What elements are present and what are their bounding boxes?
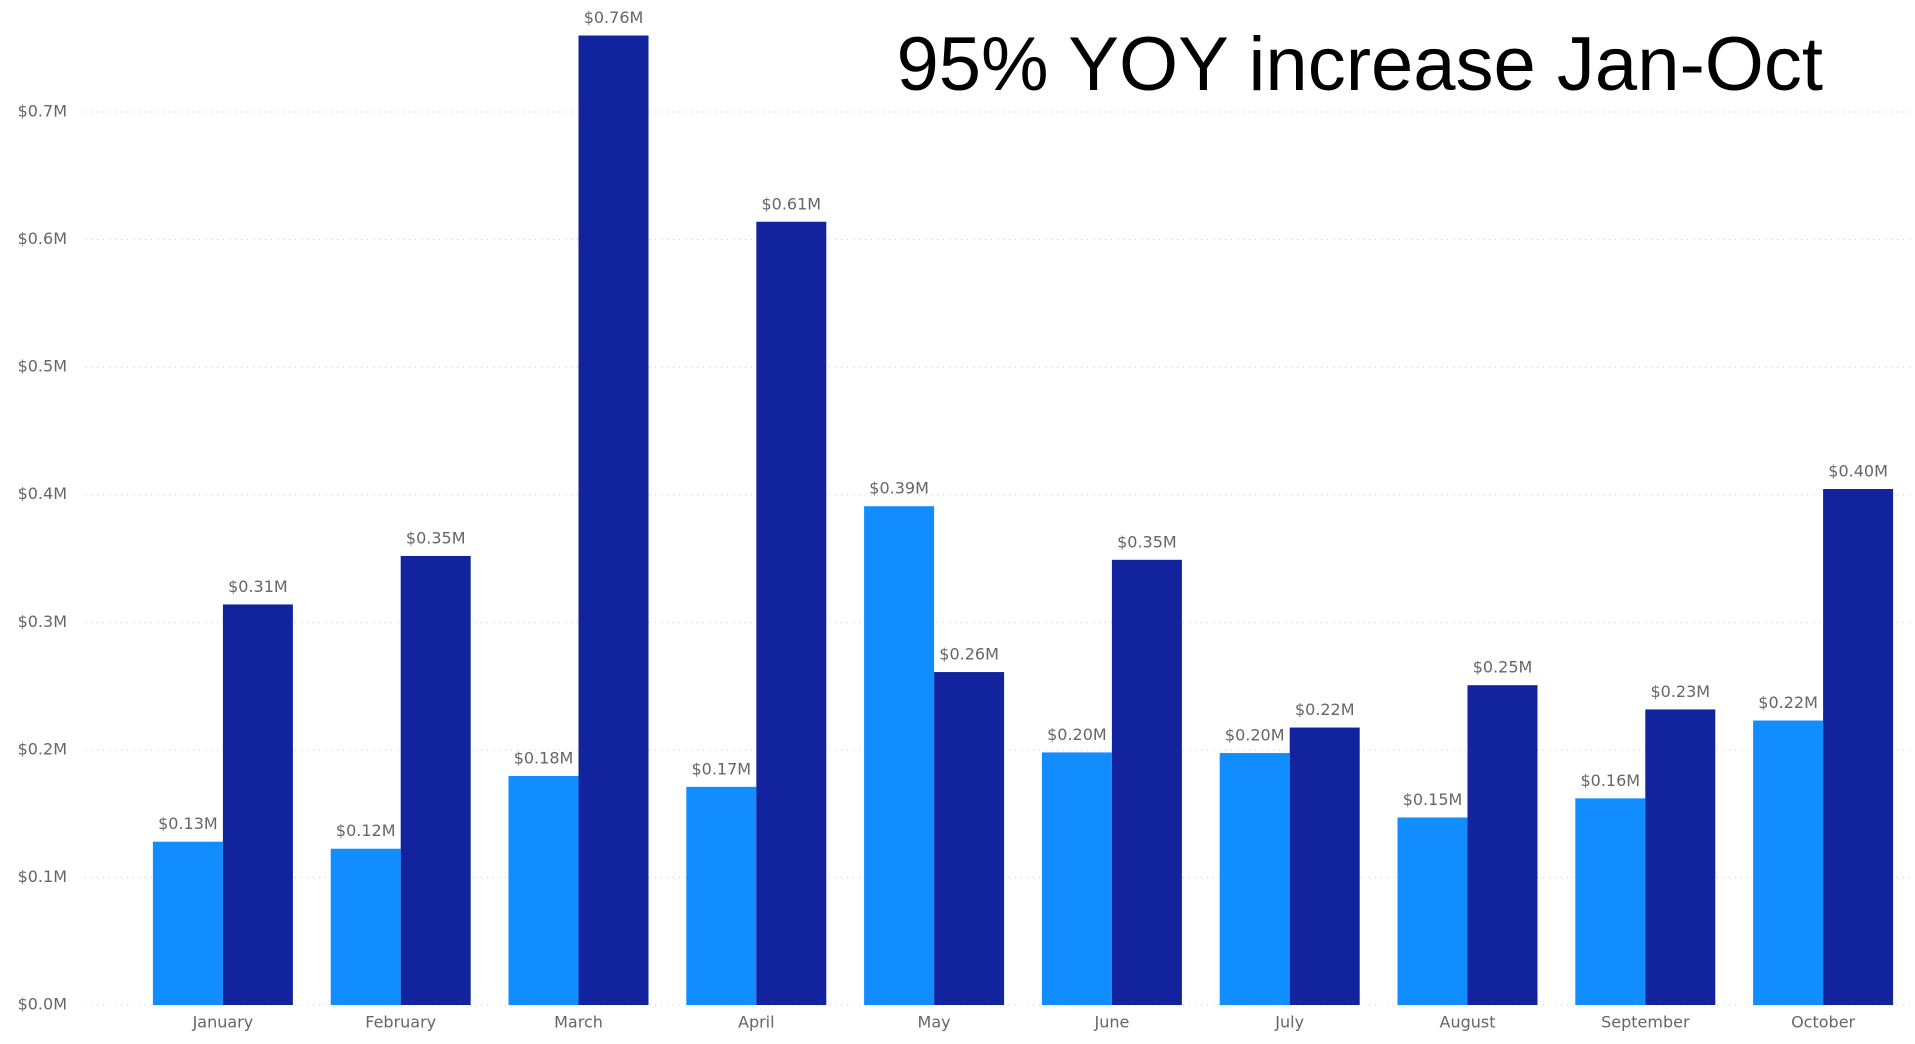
- data-label: $0.76M: [584, 8, 644, 27]
- bar: [1397, 817, 1468, 1005]
- chart-title: 95% YOY increase Jan-Oct: [896, 22, 1823, 107]
- bar: [1753, 720, 1824, 1005]
- data-label: $0.25M: [1473, 658, 1533, 677]
- bar: [756, 221, 827, 1005]
- y-tick-label: $0.7M: [18, 102, 67, 121]
- x-tick-label: January: [192, 1013, 254, 1032]
- y-tick-label: $0.4M: [18, 484, 67, 503]
- bar: [1041, 752, 1112, 1005]
- data-label: $0.16M: [1580, 771, 1640, 790]
- bar: [1289, 727, 1360, 1005]
- bar: [400, 555, 471, 1005]
- bar: [330, 848, 401, 1005]
- data-label: $0.20M: [1225, 726, 1285, 745]
- bar: [222, 604, 293, 1005]
- bar: [508, 776, 579, 1005]
- bar: [1219, 753, 1290, 1005]
- data-label: $0.13M: [158, 814, 218, 833]
- y-tick-label: $0.1M: [18, 867, 67, 886]
- data-label: $0.22M: [1758, 693, 1818, 712]
- data-label: $0.31M: [228, 577, 288, 596]
- x-tick-label: March: [554, 1013, 603, 1032]
- data-label: $0.17M: [691, 759, 751, 778]
- data-label: $0.39M: [869, 479, 929, 498]
- data-label: $0.23M: [1650, 682, 1710, 701]
- bar: [1575, 798, 1646, 1005]
- bar: [864, 506, 935, 1005]
- data-label: $0.12M: [336, 821, 396, 840]
- bar: [1645, 709, 1716, 1005]
- bar: [152, 841, 223, 1005]
- data-label: $0.26M: [939, 645, 999, 664]
- y-tick-label: $0.0M: [18, 995, 67, 1014]
- y-tick-label: $0.5M: [18, 357, 67, 376]
- bar: [934, 672, 1005, 1005]
- x-tick-label: September: [1601, 1013, 1690, 1032]
- data-label: $0.15M: [1403, 790, 1463, 809]
- bar: [686, 786, 757, 1005]
- x-tick-label: May: [918, 1013, 951, 1032]
- data-label: $0.35M: [406, 528, 466, 547]
- x-tick-label: June: [1093, 1013, 1129, 1032]
- x-tick-label: July: [1274, 1013, 1304, 1032]
- bar: [1467, 685, 1538, 1005]
- x-tick-label: October: [1791, 1013, 1855, 1032]
- y-tick-label: $0.3M: [18, 612, 67, 631]
- x-tick-label: April: [738, 1013, 775, 1032]
- data-label: $0.61M: [761, 194, 821, 213]
- data-label: $0.18M: [514, 749, 574, 768]
- data-label: $0.20M: [1047, 725, 1107, 744]
- data-label: $0.22M: [1295, 700, 1355, 719]
- bar: [1823, 489, 1894, 1006]
- x-tick-label: August: [1440, 1013, 1496, 1032]
- y-tick-label: $0.2M: [18, 739, 67, 758]
- bar: [1111, 559, 1182, 1005]
- data-label: $0.40M: [1828, 462, 1888, 481]
- x-tick-label: February: [365, 1013, 436, 1032]
- y-tick-label: $0.6M: [18, 229, 67, 248]
- bar: [578, 35, 649, 1006]
- data-label: $0.35M: [1117, 532, 1177, 551]
